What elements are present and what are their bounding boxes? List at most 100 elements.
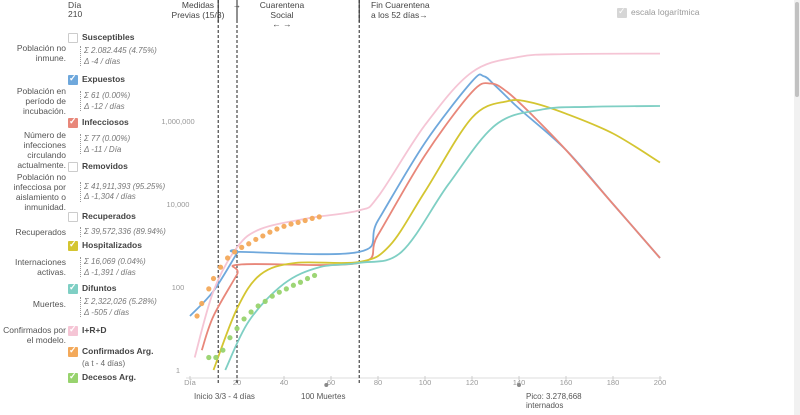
annotation-100-muertes: 100 Muertes <box>301 392 346 401</box>
checkbox-confirmados[interactable] <box>68 345 78 357</box>
series-title-difuntos[interactable]: Difuntos <box>82 283 117 293</box>
point-confirmados-arg--1 <box>199 300 205 307</box>
point-confirmados-arg--7 <box>239 244 245 250</box>
point-confirmados-arg--13 <box>281 223 287 229</box>
series-title-decesos[interactable]: Decesos Arg. <box>82 372 137 382</box>
stat-total-hospitalizados: Σ 16,069 (0.04%) <box>84 257 146 266</box>
marker-pico <box>517 383 521 387</box>
stat-delta-infecciosos: Δ -11 / Día <box>84 145 122 154</box>
point-confirmados-arg--11 <box>267 229 273 235</box>
log-scale-label[interactable]: escala logarítmica <box>631 7 700 17</box>
x-tick-label-40: 40 <box>280 378 288 387</box>
checkbox-expuestos[interactable] <box>68 73 78 85</box>
x-tick-label-Día: Día <box>184 378 197 387</box>
checkbox-hospitalizados[interactable] <box>68 239 78 251</box>
series-title-recuperados[interactable]: Recuperados <box>82 211 136 221</box>
point-confirmados-arg--6 <box>232 249 238 255</box>
point-decesos-arg--8 <box>262 298 268 304</box>
point-decesos-arg--13 <box>297 279 304 285</box>
point-decesos-arg--2 <box>220 347 226 353</box>
line-expuestos <box>189 73 661 317</box>
point-confirmados-arg--9 <box>253 236 259 243</box>
point-confirmados-arg--18 <box>316 214 322 220</box>
checkbox-decesos[interactable] <box>68 371 78 383</box>
point-decesos-arg--7 <box>255 303 261 309</box>
point-confirmados-arg--14 <box>288 221 294 227</box>
row-label-ird: Confirmados por el modelo. <box>3 325 66 345</box>
checkbox-infecciosos[interactable] <box>68 116 78 128</box>
checkbox-recuperados[interactable] <box>68 212 78 222</box>
y-tick-label-10,000: 10,000 <box>167 200 190 209</box>
point-confirmados-arg--15 <box>295 219 301 226</box>
series-title-infecciosos[interactable]: Infecciosos <box>82 117 129 127</box>
series-title-susceptibles[interactable]: Susceptibles <box>82 32 135 42</box>
row-label-infecciosos: Número de infecciones circulando actualm… <box>17 130 66 170</box>
x-tick-label-140: 140 <box>513 378 526 387</box>
point-decesos-arg--14 <box>304 275 311 282</box>
stats-divider-recuperados <box>80 227 82 237</box>
point-decesos-arg--3 <box>227 335 233 341</box>
stats-divider-infecciosos <box>80 134 82 154</box>
point-confirmados-arg--8 <box>246 241 252 247</box>
line-difuntos <box>224 105 661 371</box>
checkbox-removidos[interactable] <box>68 162 78 172</box>
x-tick-label-80: 80 <box>374 378 382 387</box>
checkbox-susceptibles[interactable] <box>68 33 78 43</box>
series-title-removidos[interactable]: Removidos <box>82 161 128 171</box>
series-title-hospitalizados[interactable]: Hospitalizados <box>82 240 142 250</box>
stats-divider-difuntos <box>80 297 82 317</box>
stat-delta-difuntos: Δ -505 / días <box>84 308 130 317</box>
point-confirmados-arg--12 <box>274 226 280 232</box>
point-confirmados-arg--4 <box>217 264 224 270</box>
scrollbar-thumb[interactable] <box>795 2 799 97</box>
series-note-confirmados: (a t - 4 días) <box>82 359 126 368</box>
stat-delta-susceptibles: Δ -4 / días <box>84 57 121 66</box>
row-label-expuestos: Población en período de incubación. <box>16 86 66 116</box>
x-tick-label-60: 60 <box>327 378 335 387</box>
point-decesos-arg--9 <box>269 293 275 299</box>
point-decesos-arg--4 <box>234 325 240 332</box>
row-label-removidos: Población no infecciosa por aislamiento … <box>13 172 66 212</box>
stats-divider-susceptibles <box>80 46 82 66</box>
series-title-ird[interactable]: I+R+D <box>82 325 107 335</box>
checkbox-difuntos[interactable] <box>68 282 78 294</box>
series-title-confirmados[interactable]: Confirmados Arg. <box>82 346 154 356</box>
stat-total-expuestos: Σ 61 (0.00%) <box>84 91 131 100</box>
log-scale-checkbox[interactable] <box>617 6 627 18</box>
row-label-recuperados: Recuperados <box>15 227 66 237</box>
row-label-difuntos: Muertes. <box>32 299 66 309</box>
measures-label: Medidas Previas (15/3) <box>171 0 225 20</box>
point-confirmados-arg--2 <box>206 286 212 292</box>
checkbox-ird[interactable] <box>68 324 78 336</box>
point-confirmados-arg--3 <box>210 275 217 282</box>
point-decesos-arg--12 <box>290 282 296 288</box>
day-label: Día <box>68 0 82 10</box>
stat-delta-hospitalizados: Δ -1,391 / días <box>84 268 136 277</box>
series-title-expuestos[interactable]: Expuestos <box>82 74 125 84</box>
point-decesos-arg--5 <box>241 316 247 322</box>
stat-delta-expuestos: Δ -12 / días <box>84 102 125 111</box>
point-decesos-arg--0 <box>206 354 212 361</box>
stats-divider-removidos <box>80 182 82 202</box>
x-tick-label-100: 100 <box>419 378 432 387</box>
line-i-r-d <box>193 52 661 358</box>
day-value: 210 <box>68 9 83 19</box>
point-confirmados-arg--10 <box>260 233 266 239</box>
annotation-pico: Pico: 3.278,668 internados <box>526 392 582 410</box>
scrollbar-track[interactable] <box>794 0 800 415</box>
stat-total-infecciosos: Σ 77 (0.00%) <box>84 134 131 143</box>
row-label-susceptibles: Población no inmune. <box>16 43 66 63</box>
point-confirmados-arg--16 <box>302 217 308 224</box>
stat-total-removidos: Σ 41,911,393 (95.25%) <box>84 182 166 191</box>
stats-divider-hospitalizados <box>80 257 82 277</box>
line-infecciosos <box>200 82 661 351</box>
point-confirmados-arg--5 <box>225 255 231 261</box>
x-tick-label-180: 180 <box>607 378 620 387</box>
point-decesos-arg--1 <box>213 354 219 361</box>
marker-100-muertes <box>324 383 329 387</box>
distancing-arrows: ← → <box>272 19 292 29</box>
point-confirmados-arg--17 <box>309 215 315 221</box>
stat-delta-removidos: Δ -1,304 / días <box>84 192 136 201</box>
stats-divider-expuestos <box>80 91 82 111</box>
